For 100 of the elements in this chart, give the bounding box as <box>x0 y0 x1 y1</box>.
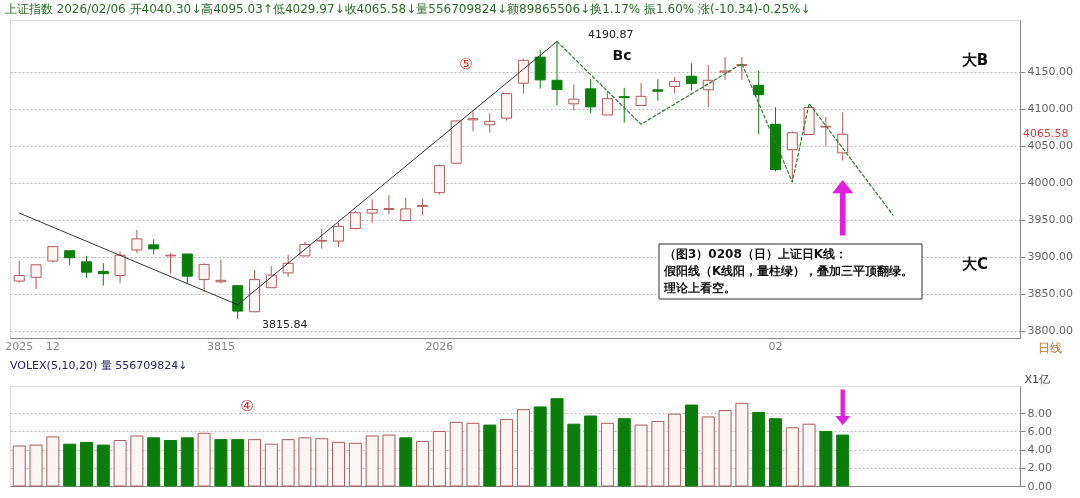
bar <box>298 437 312 487</box>
bar <box>483 424 497 487</box>
bar <box>668 413 682 487</box>
annotation: 理论上看空。 <box>663 281 736 295</box>
bar <box>634 424 648 487</box>
annotation: ⑤ <box>459 55 473 73</box>
chart-title: 上证指数 2026/02/06 开4040.30↓高4095.03↑低4029.97↓收4065.58↓量556709824↓额89865506↓换1.17% 振1.60% 涨(-10.34)-0.25%↓ <box>4 2 811 16</box>
bar <box>197 432 211 487</box>
y-tick-label: 2.00 <box>1027 461 1052 475</box>
candlestick <box>316 228 328 250</box>
bar <box>516 409 530 487</box>
bar <box>701 416 715 487</box>
candlestick <box>282 254 294 278</box>
bar <box>365 435 379 487</box>
x-tick-label: 02 <box>768 339 783 353</box>
bar <box>466 422 480 487</box>
text: 4065.58 <box>1023 127 1069 140</box>
bar <box>768 418 782 487</box>
candlestick <box>517 58 529 95</box>
candlestick <box>635 82 647 106</box>
bar <box>752 411 766 487</box>
candlestick <box>181 253 193 284</box>
annotation: 3815.84 <box>262 318 308 331</box>
y-tick-label: 4100.00 <box>1027 102 1073 116</box>
candlestick <box>131 229 143 254</box>
candlestick <box>164 252 176 275</box>
bar <box>348 442 362 487</box>
bar <box>684 404 698 487</box>
candlestick <box>652 78 664 102</box>
x-tick-label: 2025 <box>5 339 34 353</box>
bar <box>617 418 631 487</box>
bar <box>500 419 514 487</box>
candlestick <box>366 198 378 224</box>
candlestick <box>618 87 630 124</box>
bar <box>819 430 833 487</box>
text: 日线 <box>1038 341 1062 355</box>
candlestick <box>30 264 42 290</box>
candlestick <box>837 111 849 162</box>
candlestick <box>820 116 832 147</box>
candlestick <box>80 255 92 279</box>
y-tick-label: 4.00 <box>1027 443 1052 457</box>
candlestick <box>198 262 210 293</box>
bar <box>147 437 161 487</box>
bar <box>163 440 177 487</box>
candlestick <box>585 78 597 114</box>
annotation: （图3）0208（日）上证日K线： <box>664 247 848 261</box>
candlestick <box>13 259 25 284</box>
bar <box>231 439 245 487</box>
bar <box>315 438 329 487</box>
bar <box>214 439 228 487</box>
bar <box>432 430 446 487</box>
candlestick <box>568 83 580 112</box>
bar <box>735 402 749 487</box>
bar <box>399 437 413 487</box>
candlestick <box>719 56 731 81</box>
bar <box>46 436 60 487</box>
annotation: Bc <box>612 47 632 63</box>
candlestick <box>551 41 563 106</box>
y-tick-label: 3800.00 <box>1027 324 1073 338</box>
bar <box>600 422 614 487</box>
candlestick <box>383 194 395 215</box>
bar <box>584 415 598 487</box>
bar <box>382 434 396 487</box>
x-tick-label: 12 <box>45 339 60 353</box>
bar <box>79 441 93 487</box>
y-tick-label: 3900.00 <box>1027 250 1073 264</box>
annotation: 4190.87 <box>588 28 634 41</box>
candlestick <box>753 70 765 135</box>
candlestick <box>215 259 227 284</box>
y-tick-label: 4050.00 <box>1027 139 1073 153</box>
candlestick <box>786 130 798 183</box>
candlestick <box>333 222 345 248</box>
line-series <box>556 40 894 216</box>
annotation: 大C <box>961 255 989 273</box>
candlestick <box>484 112 496 134</box>
x-tick-label: 3815 <box>206 339 235 353</box>
bar <box>567 423 581 487</box>
bar <box>533 406 547 487</box>
bar <box>836 434 850 487</box>
candlestick <box>534 49 546 89</box>
bar <box>651 420 665 487</box>
y-tick-label: 6.00 <box>1027 424 1052 438</box>
y-tick-label: 3850.00 <box>1027 287 1073 301</box>
bar <box>718 410 732 487</box>
bar <box>550 398 564 487</box>
bar <box>264 443 278 487</box>
y-tick-label: 0.00 <box>1027 479 1052 493</box>
candlestick <box>114 250 126 284</box>
y-tick-label: 4000.00 <box>1027 176 1073 190</box>
candlestick <box>97 262 109 286</box>
bar <box>29 444 43 487</box>
bar <box>180 437 194 487</box>
chart-title: VOLEX(5,10,20) 量 556709824↓ <box>10 359 188 372</box>
bar <box>802 423 816 487</box>
bar <box>96 444 110 487</box>
bar <box>113 440 127 487</box>
bar <box>12 445 26 487</box>
bar <box>281 439 295 487</box>
y-tick-label: 3950.00 <box>1027 213 1073 227</box>
bar <box>332 441 346 487</box>
